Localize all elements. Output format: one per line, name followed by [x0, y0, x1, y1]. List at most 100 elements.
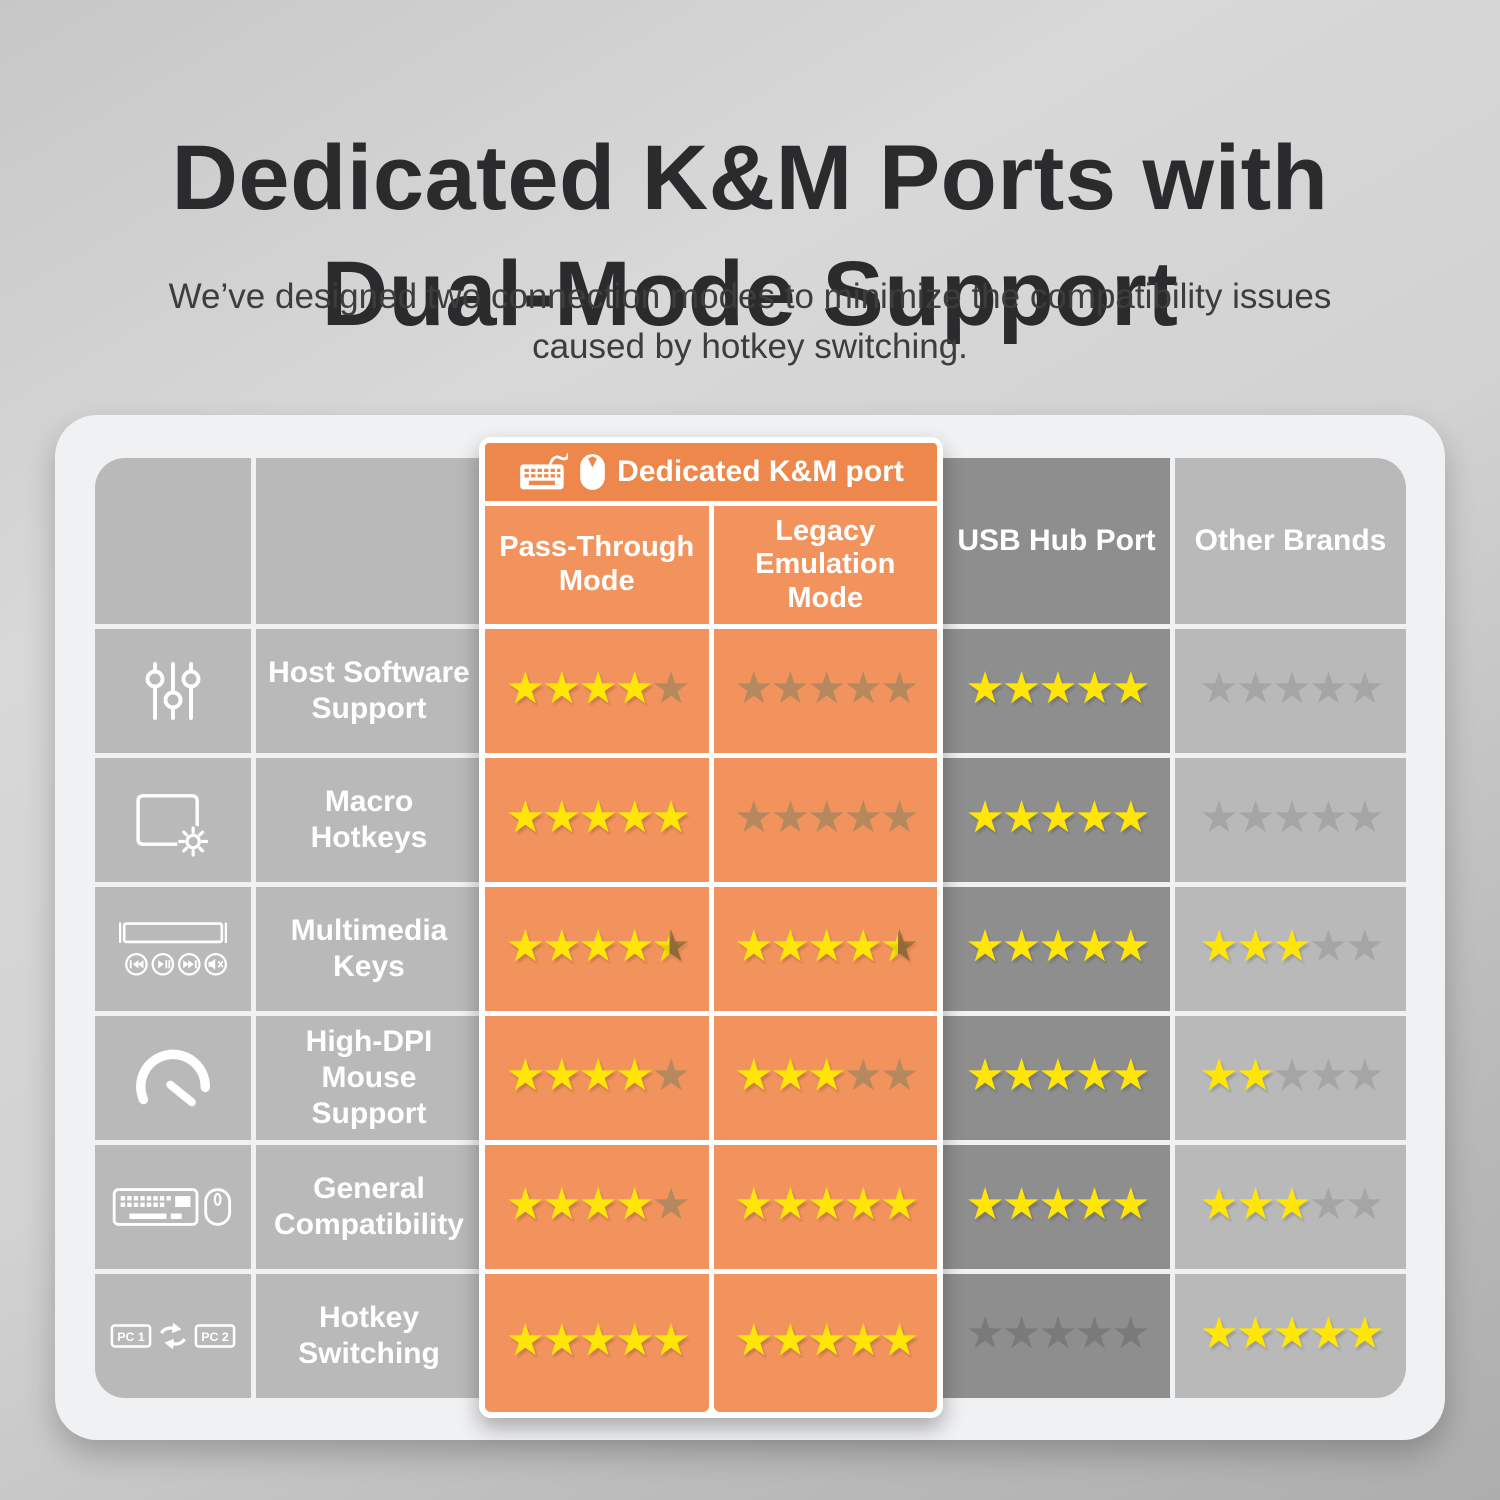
star-filled-icon: ★ [1038, 1050, 1077, 1101]
star-rating: ★ ★ ★ ★ ★ [506, 921, 691, 972]
star-empty-icon: ★ [1199, 792, 1238, 843]
star-empty-icon: ★ [1199, 663, 1238, 714]
star-filled-icon: ★ [1074, 792, 1114, 843]
macro-key-icon [130, 782, 216, 858]
star-filled-icon: ★ [542, 1050, 581, 1101]
star-filled-icon: ★ [542, 921, 581, 972]
star-filled-icon: ★ [1038, 792, 1077, 843]
star-filled-icon: ★ [1235, 921, 1275, 972]
star-filled-icon: ★ [505, 1179, 545, 1230]
star-empty-icon: ★ [1272, 792, 1311, 843]
star-rating: ★ ★ ★ ★ ★ [965, 1308, 1150, 1359]
star-empty-icon: ★ [843, 792, 882, 843]
star-filled-icon: ★ [807, 1179, 846, 1230]
star-filled-icon: ★ [770, 1315, 810, 1366]
star-empty-icon: ★ [770, 663, 810, 714]
row-label-cell: General Compatibility [256, 1145, 482, 1269]
pc-switch-icon: PC 1 PC 2 [110, 1316, 236, 1356]
star-filled-icon: ★ [1111, 921, 1150, 972]
row-label: Multimedia Keys [290, 914, 448, 983]
star-filled-icon: ★ [1074, 921, 1114, 972]
star-filled-icon: ★ [807, 921, 846, 972]
star-filled-icon: ★ [578, 921, 618, 972]
page-title-line1: Dedicated K&M Ports with [171, 126, 1329, 229]
rating-cell-usb-hub: ★ ★ ★ ★ ★ [943, 1145, 1170, 1269]
star-empty-icon: ★ [651, 1179, 690, 1230]
star-filled-icon: ★ [807, 1315, 846, 1366]
star-rating: ★ ★ ★ ★ ★ [506, 1315, 691, 1366]
column-header-legacy-emulation-label: Legacy Emulation Mode [755, 514, 896, 614]
km-group-header: Dedicated K&M port [485, 443, 937, 501]
star-empty-icon: ★ [1272, 1050, 1311, 1101]
star-filled-icon: ★ [1345, 1308, 1384, 1359]
rating-cell-pass-through: ★ ★ ★ ★ ★ [485, 1274, 709, 1412]
row-label: General Compatibility [273, 1172, 464, 1241]
column-header-usb-hub-port: USB Hub Port [943, 458, 1170, 624]
rating-cell-pass-through: ★ ★ ★ ★ ★ [485, 629, 709, 753]
star-filled-icon: ★ [1111, 1050, 1150, 1101]
rating-cell-other-brands: ★ ★ ★ ★ ★ [1175, 887, 1406, 1011]
star-empty-icon: ★ [1345, 792, 1384, 843]
star-rating: ★ ★ ★ ★ ★ [965, 663, 1150, 714]
star-filled-icon: ★ [578, 1050, 618, 1101]
star-empty-icon: ★ [734, 663, 773, 714]
corner-cell-icons [95, 458, 251, 624]
rating-cell-usb-hub: ★ ★ ★ ★ ★ [943, 1016, 1170, 1140]
star-filled-icon: ★ [1001, 663, 1041, 714]
row-label: Host Software Support [268, 656, 470, 725]
km-ports-panel: Dedicated K&M port Pass-Through Mode Leg… [479, 437, 943, 1418]
star-rating: ★ ★ ★ ★ ★ [965, 1050, 1150, 1101]
star-empty-icon: ★ [1308, 792, 1348, 843]
rating-cell-usb-hub: ★ ★ ★ ★ ★ [943, 629, 1170, 753]
star-empty-icon: ★ [1111, 1308, 1150, 1359]
star-empty-icon: ★ [879, 792, 919, 843]
star-filled-icon: ★ [1308, 1308, 1348, 1359]
star-empty-icon: ★ [1308, 663, 1348, 714]
star-filled-icon: ★ [1199, 1050, 1238, 1101]
star-rating: ★ ★ ★ ★ ★ [1199, 921, 1384, 972]
star-filled-icon: ★ [1001, 792, 1041, 843]
row-icon-cell [95, 1145, 251, 1269]
rating-cell-other-brands: ★ ★ ★ ★ ★ [1175, 1145, 1406, 1269]
star-empty-icon: ★ [1235, 792, 1275, 843]
column-header-usb-hub-port-label: USB Hub Port [957, 523, 1156, 557]
star-filled-icon: ★ [1235, 1308, 1275, 1359]
star-filled-icon: ★ [614, 792, 654, 843]
star-filled-icon: ★ [965, 1179, 1004, 1230]
star-filled-icon: ★ [1272, 921, 1311, 972]
star-filled-icon: ★ [807, 1050, 846, 1101]
star-filled-icon: ★ [1199, 1308, 1238, 1359]
star-rating: ★ ★ ★ ★ ★ [734, 663, 919, 714]
row-label: Hotkey Switching [298, 1301, 440, 1370]
star-empty-icon: ★ [879, 663, 919, 714]
star-rating: ★ ★ ★ ★ ★ [1199, 663, 1384, 714]
star-filled-icon: ★ [614, 1315, 654, 1366]
star-empty-icon: ★ [734, 792, 773, 843]
column-header-other-brands-label: Other Brands [1194, 523, 1387, 557]
star-empty-icon: ★ [1074, 1308, 1114, 1359]
star-empty-icon: ★ [1308, 1179, 1348, 1230]
km-group-header-label: Dedicated K&M port [617, 455, 904, 488]
keyboard-icon [518, 452, 569, 492]
star-filled-icon: ★ [1074, 663, 1114, 714]
star-empty-icon: ★ [1345, 1179, 1384, 1230]
corner-cell-labels [256, 458, 482, 624]
star-filled-icon: ★ [542, 792, 581, 843]
star-empty-icon: ★ [879, 1050, 919, 1101]
row-label: Macro Hotkeys [310, 785, 428, 854]
star-filled-icon: ★ [1235, 1179, 1275, 1230]
star-filled-icon: ★ [542, 663, 581, 714]
star-filled-icon: ★ [734, 1050, 773, 1101]
rating-cell-other-brands: ★ ★ ★ ★ ★ [1175, 629, 1406, 753]
row-icon-cell [95, 1016, 251, 1140]
star-rating: ★ ★ ★ ★ ★ [734, 1179, 919, 1230]
row-label-cell: Host Software Support [256, 629, 482, 753]
star-filled-icon: ★ [1074, 1179, 1114, 1230]
star-rating: ★ ★ ★ ★ ★ [506, 792, 691, 843]
star-filled-icon: ★ [770, 1050, 810, 1101]
star-rating: ★ ★ ★ ★ ★ [734, 792, 919, 843]
star-filled-icon: ★ [614, 1050, 654, 1101]
star-empty-icon: ★ [1308, 921, 1348, 972]
star-filled-icon: ★ [578, 792, 618, 843]
rating-cell-usb-hub: ★ ★ ★ ★ ★ [943, 887, 1170, 1011]
